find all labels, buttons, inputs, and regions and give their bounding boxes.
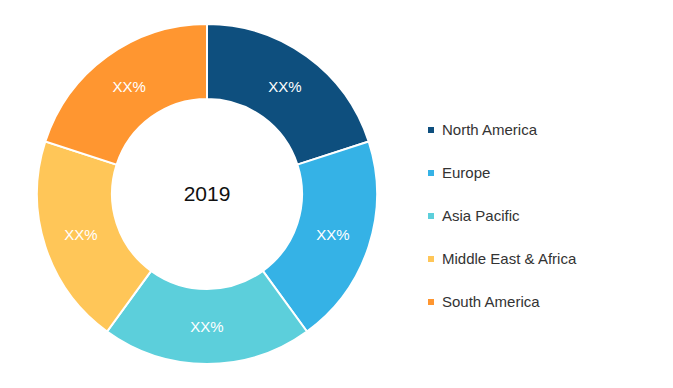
html-text:Europe: Europe [442,163,491,181]
svg-text:XX%: XX% [268,78,301,95]
svg-text:XX%: XX% [190,318,223,335]
html-text:Asia Pacific: Asia Pacific [442,206,520,224]
html-text:North America: North America [442,120,537,138]
html-text:2019: 2019 [183,182,231,205]
svg-text:XX%: XX% [316,226,349,243]
svg-text:XX%: XX% [64,226,97,243]
html-text:Middle East & Africa: Middle East & Africa [442,249,577,267]
svg-text:XX%: XX% [112,78,145,95]
html-text:South America: South America [442,292,540,310]
